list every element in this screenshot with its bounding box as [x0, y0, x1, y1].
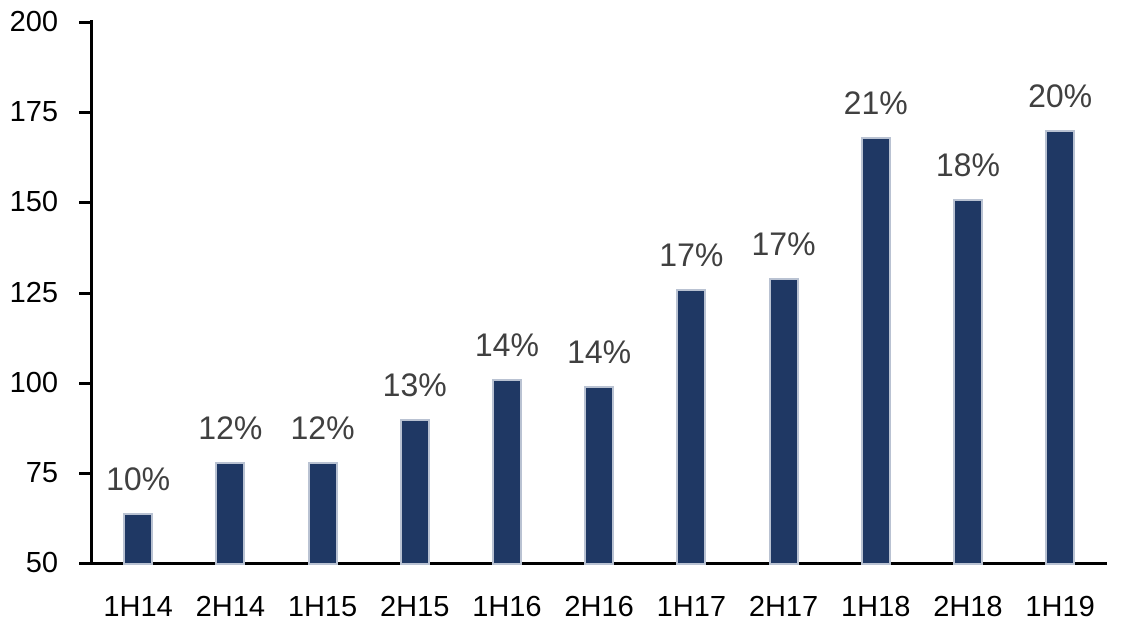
- bar-value-label: 18%: [935, 146, 1000, 183]
- x-tick-label: 2H14: [195, 591, 265, 623]
- x-tick-label: 1H19: [1025, 591, 1095, 623]
- bar-value-label: 14%: [474, 327, 539, 364]
- y-tick-label: 50: [25, 547, 58, 579]
- y-tick-label: 150: [9, 186, 58, 219]
- x-tick-label: 2H15: [380, 591, 450, 623]
- y-tick-label: 125: [9, 276, 58, 309]
- bar-value-label: 17%: [659, 236, 724, 273]
- x-tick-label: 1H14: [103, 591, 173, 623]
- x-tick-label: 2H18: [933, 591, 1003, 623]
- y-tick-label: 200: [9, 6, 58, 38]
- y-tick-mark: [79, 21, 93, 24]
- y-tick-mark: [79, 471, 93, 475]
- x-tick-label: 2H17: [748, 591, 819, 623]
- y-tick-mark: [79, 381, 93, 385]
- bar-value-label: 12%: [198, 410, 263, 446]
- x-tick-label: 1H15: [287, 591, 358, 623]
- bar-1h15: [307, 462, 338, 565]
- y-tick-label: 75: [25, 456, 58, 489]
- bar-1h17: [676, 288, 707, 565]
- bar-value-label: 13%: [382, 366, 447, 403]
- x-tick-label: 1H18: [841, 591, 911, 623]
- y-tick-label: 175: [9, 96, 58, 129]
- bar-2h16: [584, 386, 615, 565]
- x-tick-label: 2H16: [564, 591, 634, 623]
- bar-value-label: 12%: [290, 410, 355, 446]
- x-tick-label: 1H16: [472, 591, 542, 623]
- bar-2h17: [768, 278, 799, 565]
- y-tick-mark: [79, 201, 93, 205]
- x-tick-label: 1H17: [656, 591, 726, 623]
- bar-2h18: [952, 198, 983, 565]
- bar-value-label: 20%: [1028, 78, 1093, 115]
- bar-1h18: [860, 137, 891, 565]
- bar-value-label: 14%: [567, 334, 632, 371]
- bar-1h19: [1045, 130, 1076, 565]
- y-tick-label: 100: [9, 366, 58, 399]
- bar-1h16: [491, 379, 522, 565]
- y-tick-mark: [79, 291, 93, 295]
- bar-value-label: 21%: [843, 85, 908, 122]
- bar-value-label: 17%: [751, 226, 816, 263]
- bar-value-label: 10%: [106, 460, 171, 497]
- bar-1h14: [123, 512, 154, 565]
- bar-2h15: [399, 418, 430, 565]
- y-tick-mark: [79, 111, 93, 115]
- bar-2h14: [215, 462, 246, 565]
